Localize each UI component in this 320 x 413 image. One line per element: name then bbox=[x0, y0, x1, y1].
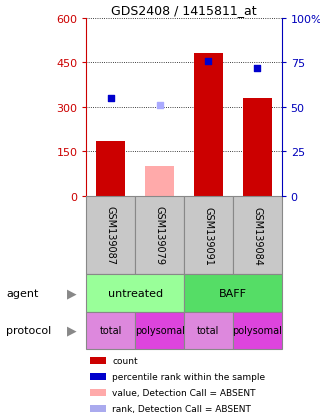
Text: count: count bbox=[112, 356, 138, 365]
Point bbox=[255, 66, 260, 72]
Text: agent: agent bbox=[6, 288, 39, 298]
Text: GSM139091: GSM139091 bbox=[204, 206, 213, 265]
Text: ▶: ▶ bbox=[67, 324, 77, 337]
Text: GSM139087: GSM139087 bbox=[106, 206, 116, 265]
Text: total: total bbox=[197, 325, 220, 335]
Point bbox=[206, 58, 211, 65]
Point bbox=[157, 102, 162, 109]
Text: total: total bbox=[100, 325, 122, 335]
Bar bbox=[135, 196, 184, 275]
Point bbox=[108, 95, 113, 102]
Text: polysomal: polysomal bbox=[135, 325, 185, 335]
Bar bbox=[243, 98, 272, 196]
Text: BAFF: BAFF bbox=[219, 288, 247, 298]
Text: polysomal: polysomal bbox=[232, 325, 282, 335]
Text: percentile rank within the sample: percentile rank within the sample bbox=[112, 372, 265, 381]
Bar bbox=[90, 373, 106, 380]
Bar bbox=[233, 312, 282, 349]
Title: GDS2408 / 1415811_at: GDS2408 / 1415811_at bbox=[111, 5, 257, 17]
Bar bbox=[96, 141, 125, 196]
Bar bbox=[233, 196, 282, 275]
Text: rank, Detection Call = ABSENT: rank, Detection Call = ABSENT bbox=[112, 404, 251, 413]
Text: ▶: ▶ bbox=[67, 287, 77, 300]
Bar bbox=[90, 405, 106, 412]
Bar bbox=[194, 54, 223, 196]
Text: untreated: untreated bbox=[108, 288, 163, 298]
Text: GSM139084: GSM139084 bbox=[252, 206, 262, 265]
Bar bbox=[184, 275, 282, 312]
Bar bbox=[184, 196, 233, 275]
Bar bbox=[86, 275, 184, 312]
Bar bbox=[90, 357, 106, 364]
Bar bbox=[135, 312, 184, 349]
Bar bbox=[184, 312, 233, 349]
Bar bbox=[145, 166, 174, 196]
Bar bbox=[86, 312, 135, 349]
Text: protocol: protocol bbox=[6, 325, 52, 335]
Bar bbox=[86, 196, 135, 275]
Text: GSM139079: GSM139079 bbox=[155, 206, 164, 265]
Text: value, Detection Call = ABSENT: value, Detection Call = ABSENT bbox=[112, 388, 255, 396]
Bar bbox=[90, 389, 106, 396]
